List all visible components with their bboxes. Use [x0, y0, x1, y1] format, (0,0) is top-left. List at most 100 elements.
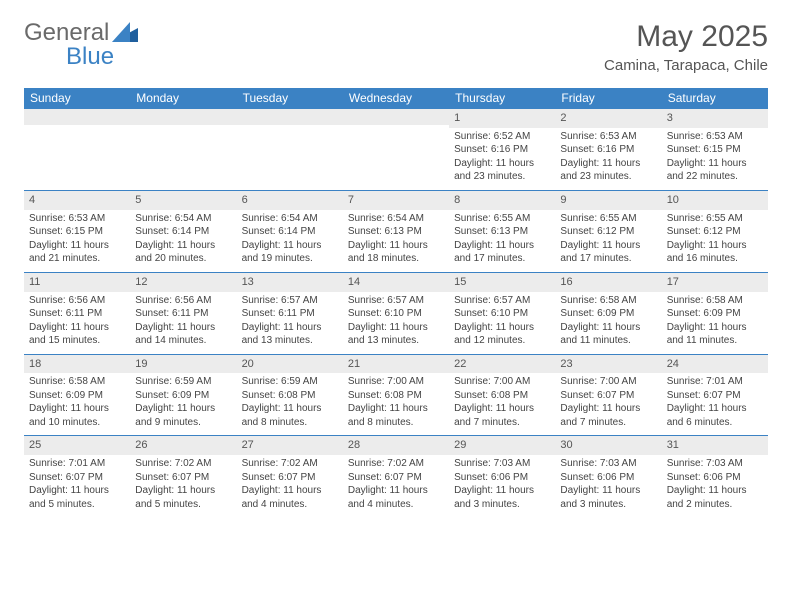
day-number: 9 [555, 191, 661, 210]
day-number: 13 [237, 273, 343, 292]
sunset-text: Sunset: 6:10 PM [348, 307, 444, 321]
calendar-day-cell [130, 109, 236, 191]
calendar-day-cell: 3Sunrise: 6:53 AMSunset: 6:15 PMDaylight… [662, 109, 768, 191]
sunrise-text: Sunrise: 6:55 AM [560, 212, 656, 226]
logo: GeneralBlue [24, 20, 138, 69]
day-details: Sunrise: 6:53 AMSunset: 6:15 PMDaylight:… [662, 128, 768, 190]
sunset-text: Sunset: 6:11 PM [29, 307, 125, 321]
calendar-day-cell: 9Sunrise: 6:55 AMSunset: 6:12 PMDaylight… [555, 190, 661, 272]
sunset-text: Sunset: 6:07 PM [560, 389, 656, 403]
day-details: Sunrise: 6:54 AMSunset: 6:14 PMDaylight:… [130, 210, 236, 272]
day-number: 1 [449, 109, 555, 128]
day-details: Sunrise: 7:03 AMSunset: 6:06 PMDaylight:… [449, 455, 555, 517]
daylight-text: Daylight: 11 hours and 10 minutes. [29, 402, 125, 429]
sunrise-text: Sunrise: 7:03 AM [667, 457, 763, 471]
calendar-day-cell: 5Sunrise: 6:54 AMSunset: 6:14 PMDaylight… [130, 190, 236, 272]
day-number [237, 109, 343, 125]
calendar-day-cell: 10Sunrise: 6:55 AMSunset: 6:12 PMDayligh… [662, 190, 768, 272]
day-details: Sunrise: 7:00 AMSunset: 6:07 PMDaylight:… [555, 373, 661, 435]
sunrise-text: Sunrise: 6:54 AM [242, 212, 338, 226]
day-number: 18 [24, 355, 130, 374]
sunset-text: Sunset: 6:14 PM [135, 225, 231, 239]
day-details: Sunrise: 6:55 AMSunset: 6:12 PMDaylight:… [662, 210, 768, 272]
weekday-header: Monday [130, 88, 236, 109]
weekday-header: Thursday [449, 88, 555, 109]
sunset-text: Sunset: 6:16 PM [454, 143, 550, 157]
daylight-text: Daylight: 11 hours and 8 minutes. [348, 402, 444, 429]
calendar-day-cell: 18Sunrise: 6:58 AMSunset: 6:09 PMDayligh… [24, 354, 130, 436]
sunset-text: Sunset: 6:06 PM [454, 471, 550, 485]
day-details: Sunrise: 6:56 AMSunset: 6:11 PMDaylight:… [24, 292, 130, 354]
calendar-day-cell: 1Sunrise: 6:52 AMSunset: 6:16 PMDaylight… [449, 109, 555, 191]
sunrise-text: Sunrise: 6:58 AM [29, 375, 125, 389]
sunset-text: Sunset: 6:12 PM [667, 225, 763, 239]
calendar-table: Sunday Monday Tuesday Wednesday Thursday… [24, 88, 768, 517]
sunrise-text: Sunrise: 7:02 AM [348, 457, 444, 471]
day-number [24, 109, 130, 125]
calendar-day-cell: 7Sunrise: 6:54 AMSunset: 6:13 PMDaylight… [343, 190, 449, 272]
sunset-text: Sunset: 6:11 PM [242, 307, 338, 321]
day-details: Sunrise: 6:53 AMSunset: 6:15 PMDaylight:… [24, 210, 130, 272]
day-number: 20 [237, 355, 343, 374]
calendar-week-row: 18Sunrise: 6:58 AMSunset: 6:09 PMDayligh… [24, 354, 768, 436]
day-details: Sunrise: 7:02 AMSunset: 6:07 PMDaylight:… [237, 455, 343, 517]
sunrise-text: Sunrise: 6:58 AM [560, 294, 656, 308]
daylight-text: Daylight: 11 hours and 3 minutes. [560, 484, 656, 511]
daylight-text: Daylight: 11 hours and 5 minutes. [135, 484, 231, 511]
calendar-day-cell [343, 109, 449, 191]
day-number: 6 [237, 191, 343, 210]
sunrise-text: Sunrise: 6:57 AM [454, 294, 550, 308]
calendar-week-row: 25Sunrise: 7:01 AMSunset: 6:07 PMDayligh… [24, 436, 768, 517]
calendar-day-cell: 20Sunrise: 6:59 AMSunset: 6:08 PMDayligh… [237, 354, 343, 436]
calendar-week-row: 4Sunrise: 6:53 AMSunset: 6:15 PMDaylight… [24, 190, 768, 272]
logo-word1: General [24, 19, 109, 46]
daylight-text: Daylight: 11 hours and 13 minutes. [348, 321, 444, 348]
day-number: 22 [449, 355, 555, 374]
daylight-text: Daylight: 11 hours and 16 minutes. [667, 239, 763, 266]
day-details: Sunrise: 6:58 AMSunset: 6:09 PMDaylight:… [662, 292, 768, 354]
daylight-text: Daylight: 11 hours and 13 minutes. [242, 321, 338, 348]
day-number: 15 [449, 273, 555, 292]
calendar-day-cell: 30Sunrise: 7:03 AMSunset: 6:06 PMDayligh… [555, 436, 661, 517]
calendar-week-row: 11Sunrise: 6:56 AMSunset: 6:11 PMDayligh… [24, 272, 768, 354]
sunset-text: Sunset: 6:09 PM [667, 307, 763, 321]
day-details: Sunrise: 6:59 AMSunset: 6:08 PMDaylight:… [237, 373, 343, 435]
day-number: 30 [555, 436, 661, 455]
day-number: 8 [449, 191, 555, 210]
daylight-text: Daylight: 11 hours and 9 minutes. [135, 402, 231, 429]
daylight-text: Daylight: 11 hours and 20 minutes. [135, 239, 231, 266]
day-details: Sunrise: 6:57 AMSunset: 6:11 PMDaylight:… [237, 292, 343, 354]
sunset-text: Sunset: 6:07 PM [29, 471, 125, 485]
sunrise-text: Sunrise: 6:53 AM [560, 130, 656, 144]
sunset-text: Sunset: 6:14 PM [242, 225, 338, 239]
calendar-day-cell: 4Sunrise: 6:53 AMSunset: 6:15 PMDaylight… [24, 190, 130, 272]
day-details: Sunrise: 6:54 AMSunset: 6:14 PMDaylight:… [237, 210, 343, 272]
weekday-header: Friday [555, 88, 661, 109]
sunrise-text: Sunrise: 6:56 AM [29, 294, 125, 308]
daylight-text: Daylight: 11 hours and 4 minutes. [348, 484, 444, 511]
calendar-day-cell: 28Sunrise: 7:02 AMSunset: 6:07 PMDayligh… [343, 436, 449, 517]
daylight-text: Daylight: 11 hours and 8 minutes. [242, 402, 338, 429]
location: Camina, Tarapaca, Chile [604, 57, 768, 74]
calendar-day-cell: 25Sunrise: 7:01 AMSunset: 6:07 PMDayligh… [24, 436, 130, 517]
daylight-text: Daylight: 11 hours and 6 minutes. [667, 402, 763, 429]
daylight-text: Daylight: 11 hours and 19 minutes. [242, 239, 338, 266]
sunrise-text: Sunrise: 6:54 AM [135, 212, 231, 226]
day-details: Sunrise: 6:53 AMSunset: 6:16 PMDaylight:… [555, 128, 661, 190]
calendar-day-cell: 21Sunrise: 7:00 AMSunset: 6:08 PMDayligh… [343, 354, 449, 436]
day-number: 23 [555, 355, 661, 374]
logo-word2: Blue [66, 43, 114, 70]
day-number: 2 [555, 109, 661, 128]
calendar-day-cell: 23Sunrise: 7:00 AMSunset: 6:07 PMDayligh… [555, 354, 661, 436]
day-details: Sunrise: 6:54 AMSunset: 6:13 PMDaylight:… [343, 210, 449, 272]
day-number: 19 [130, 355, 236, 374]
day-details: Sunrise: 7:03 AMSunset: 6:06 PMDaylight:… [555, 455, 661, 517]
day-number: 25 [24, 436, 130, 455]
sunrise-text: Sunrise: 6:53 AM [667, 130, 763, 144]
day-number: 16 [555, 273, 661, 292]
day-details: Sunrise: 7:03 AMSunset: 6:06 PMDaylight:… [662, 455, 768, 517]
weekday-header-row: Sunday Monday Tuesday Wednesday Thursday… [24, 88, 768, 109]
daylight-text: Daylight: 11 hours and 23 minutes. [560, 157, 656, 184]
calendar-day-cell: 27Sunrise: 7:02 AMSunset: 6:07 PMDayligh… [237, 436, 343, 517]
daylight-text: Daylight: 11 hours and 15 minutes. [29, 321, 125, 348]
